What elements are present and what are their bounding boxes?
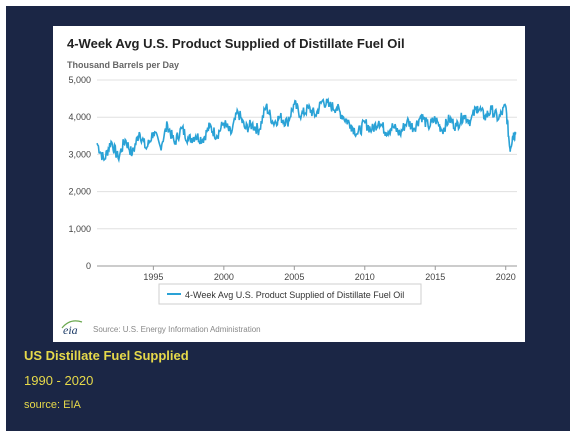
x-tick-label: 2020 [496,272,516,282]
source-note: Source: U.S. Energy Information Administ… [93,325,261,334]
series-line [96,97,517,164]
y-tick-label: 2,000 [68,187,91,197]
line-chart: 4-Week Avg U.S. Product Supplied of Dist… [61,36,517,337]
x-tick-label: 2000 [214,272,234,282]
chart-card: 4-Week Avg U.S. Product Supplied of Dist… [53,26,525,342]
legend-label: 4-Week Avg U.S. Product Supplied of Dist… [185,290,404,300]
legend[interactable]: 4-Week Avg U.S. Product Supplied of Dist… [158,283,422,305]
y-tick-label: 4,000 [68,112,91,122]
gridlines [97,79,517,267]
x-tick-label: 2015 [425,272,445,282]
chart-panel: 4-Week Avg U.S. Product Supplied of Dist… [6,6,570,431]
chart-subtitle: Thousand Barrels per Day [67,60,179,70]
eia-logo-swoosh [61,320,83,329]
y-axis-ticks: 0 1,000 2,000 3,000 4,000 5,000 [68,75,91,271]
chart-title: 4-Week Avg U.S. Product Supplied of Dist… [67,36,405,51]
caption-source: source: EIA [24,399,81,411]
legend-box [158,283,422,305]
x-tick-label: 2010 [355,272,375,282]
x-tick-label: 2005 [284,272,304,282]
eia-logo: eia [63,323,78,337]
x-axis-ticks: 1995 2000 2005 2010 2015 2020 [143,266,516,282]
y-tick-label: 1,000 [68,224,91,234]
y-tick-label: 0 [86,261,91,271]
y-tick-label: 3,000 [68,149,91,159]
x-tick-label: 1995 [143,272,163,282]
y-tick-label: 5,000 [68,75,91,85]
caption-title: US Distillate Fuel Supplied [24,348,189,363]
caption-years: 1990 - 2020 [24,373,94,388]
